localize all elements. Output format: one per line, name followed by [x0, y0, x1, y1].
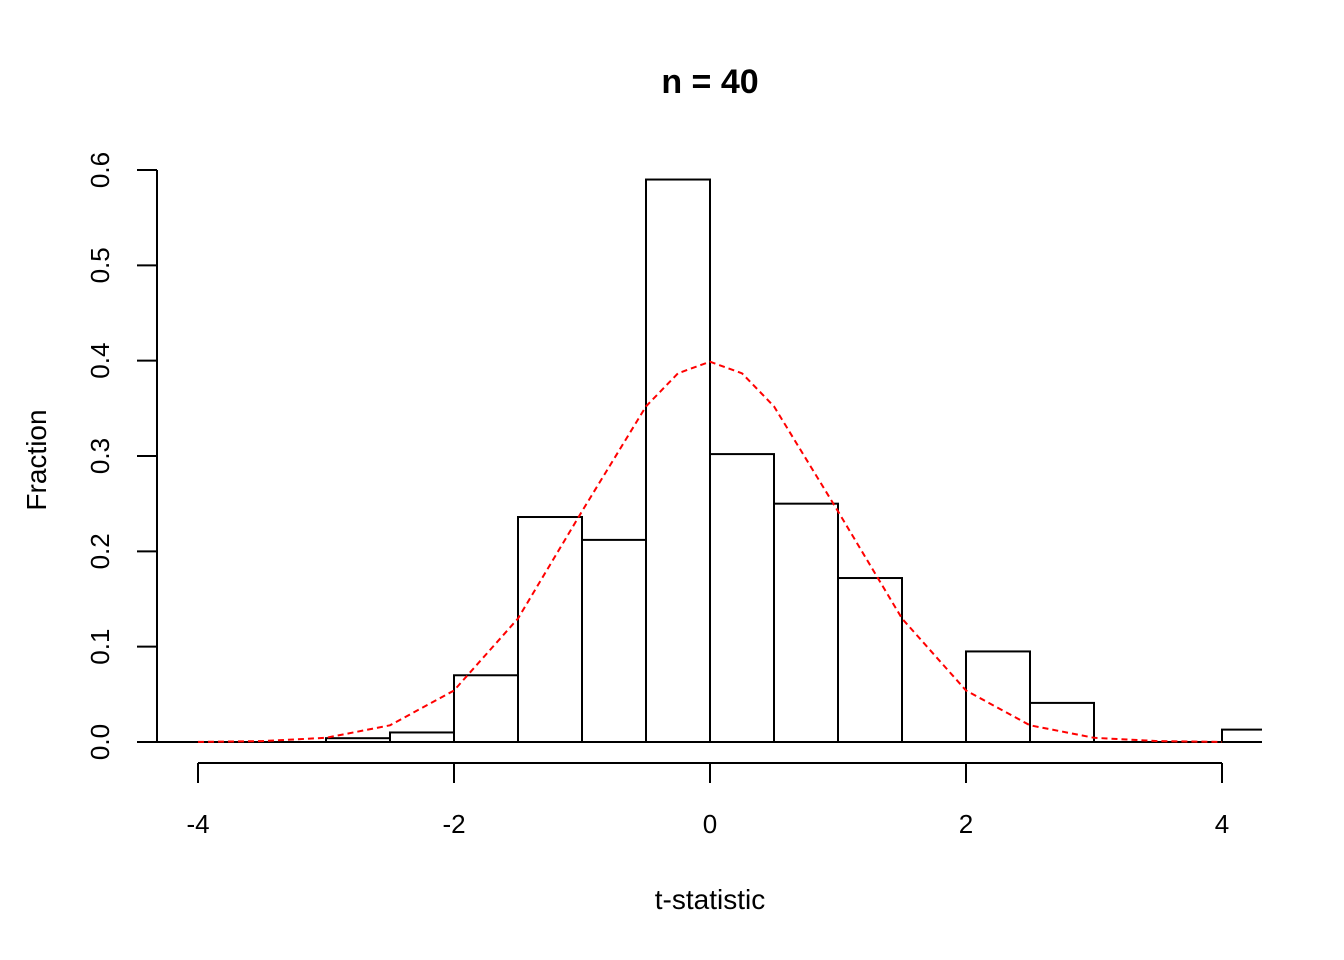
y-tick-label: 0.3 [85, 438, 115, 474]
histogram-bar-3 [517, 516, 583, 743]
x-tick-label: -2 [442, 809, 465, 839]
histogram-bar-6 [709, 453, 775, 743]
x-axis: -4 -2 0 2 4 [186, 762, 1229, 839]
y-axis: 0.0 0.1 0.2 0.3 0.4 0.5 0.6 [85, 152, 158, 760]
histogram-bar-1 [389, 731, 455, 744]
y-tick-label: 0.6 [85, 152, 115, 188]
density-curve [197, 360, 1223, 743]
y-axis-label: Fraction [21, 409, 52, 510]
density-curve-line [197, 360, 1223, 743]
x-tick-label: 0 [703, 809, 717, 839]
histogram-bar-7 [773, 502, 839, 743]
x-tick-label: -4 [186, 809, 209, 839]
chart-title: n = 40 [661, 63, 758, 101]
x-axis-label: t-statistic [655, 884, 765, 915]
histogram-bar-5 [645, 178, 711, 744]
histogram-bar-11 [1221, 728, 1262, 744]
histogram-bar-2 [453, 674, 519, 743]
histogram-bar-8 [837, 577, 903, 743]
histogram-bars [155, 178, 1262, 744]
histogram-bar-4 [581, 538, 647, 743]
x-tick-label: 4 [1215, 809, 1229, 839]
y-tick-label: 0.5 [85, 247, 115, 283]
y-tick-label: 0.0 [85, 724, 115, 760]
y-tick-label: 0.2 [85, 533, 115, 569]
y-tick-label: 0.4 [85, 343, 115, 379]
x-tick-label: 2 [959, 809, 973, 839]
y-tick-label: 0.1 [85, 629, 115, 665]
